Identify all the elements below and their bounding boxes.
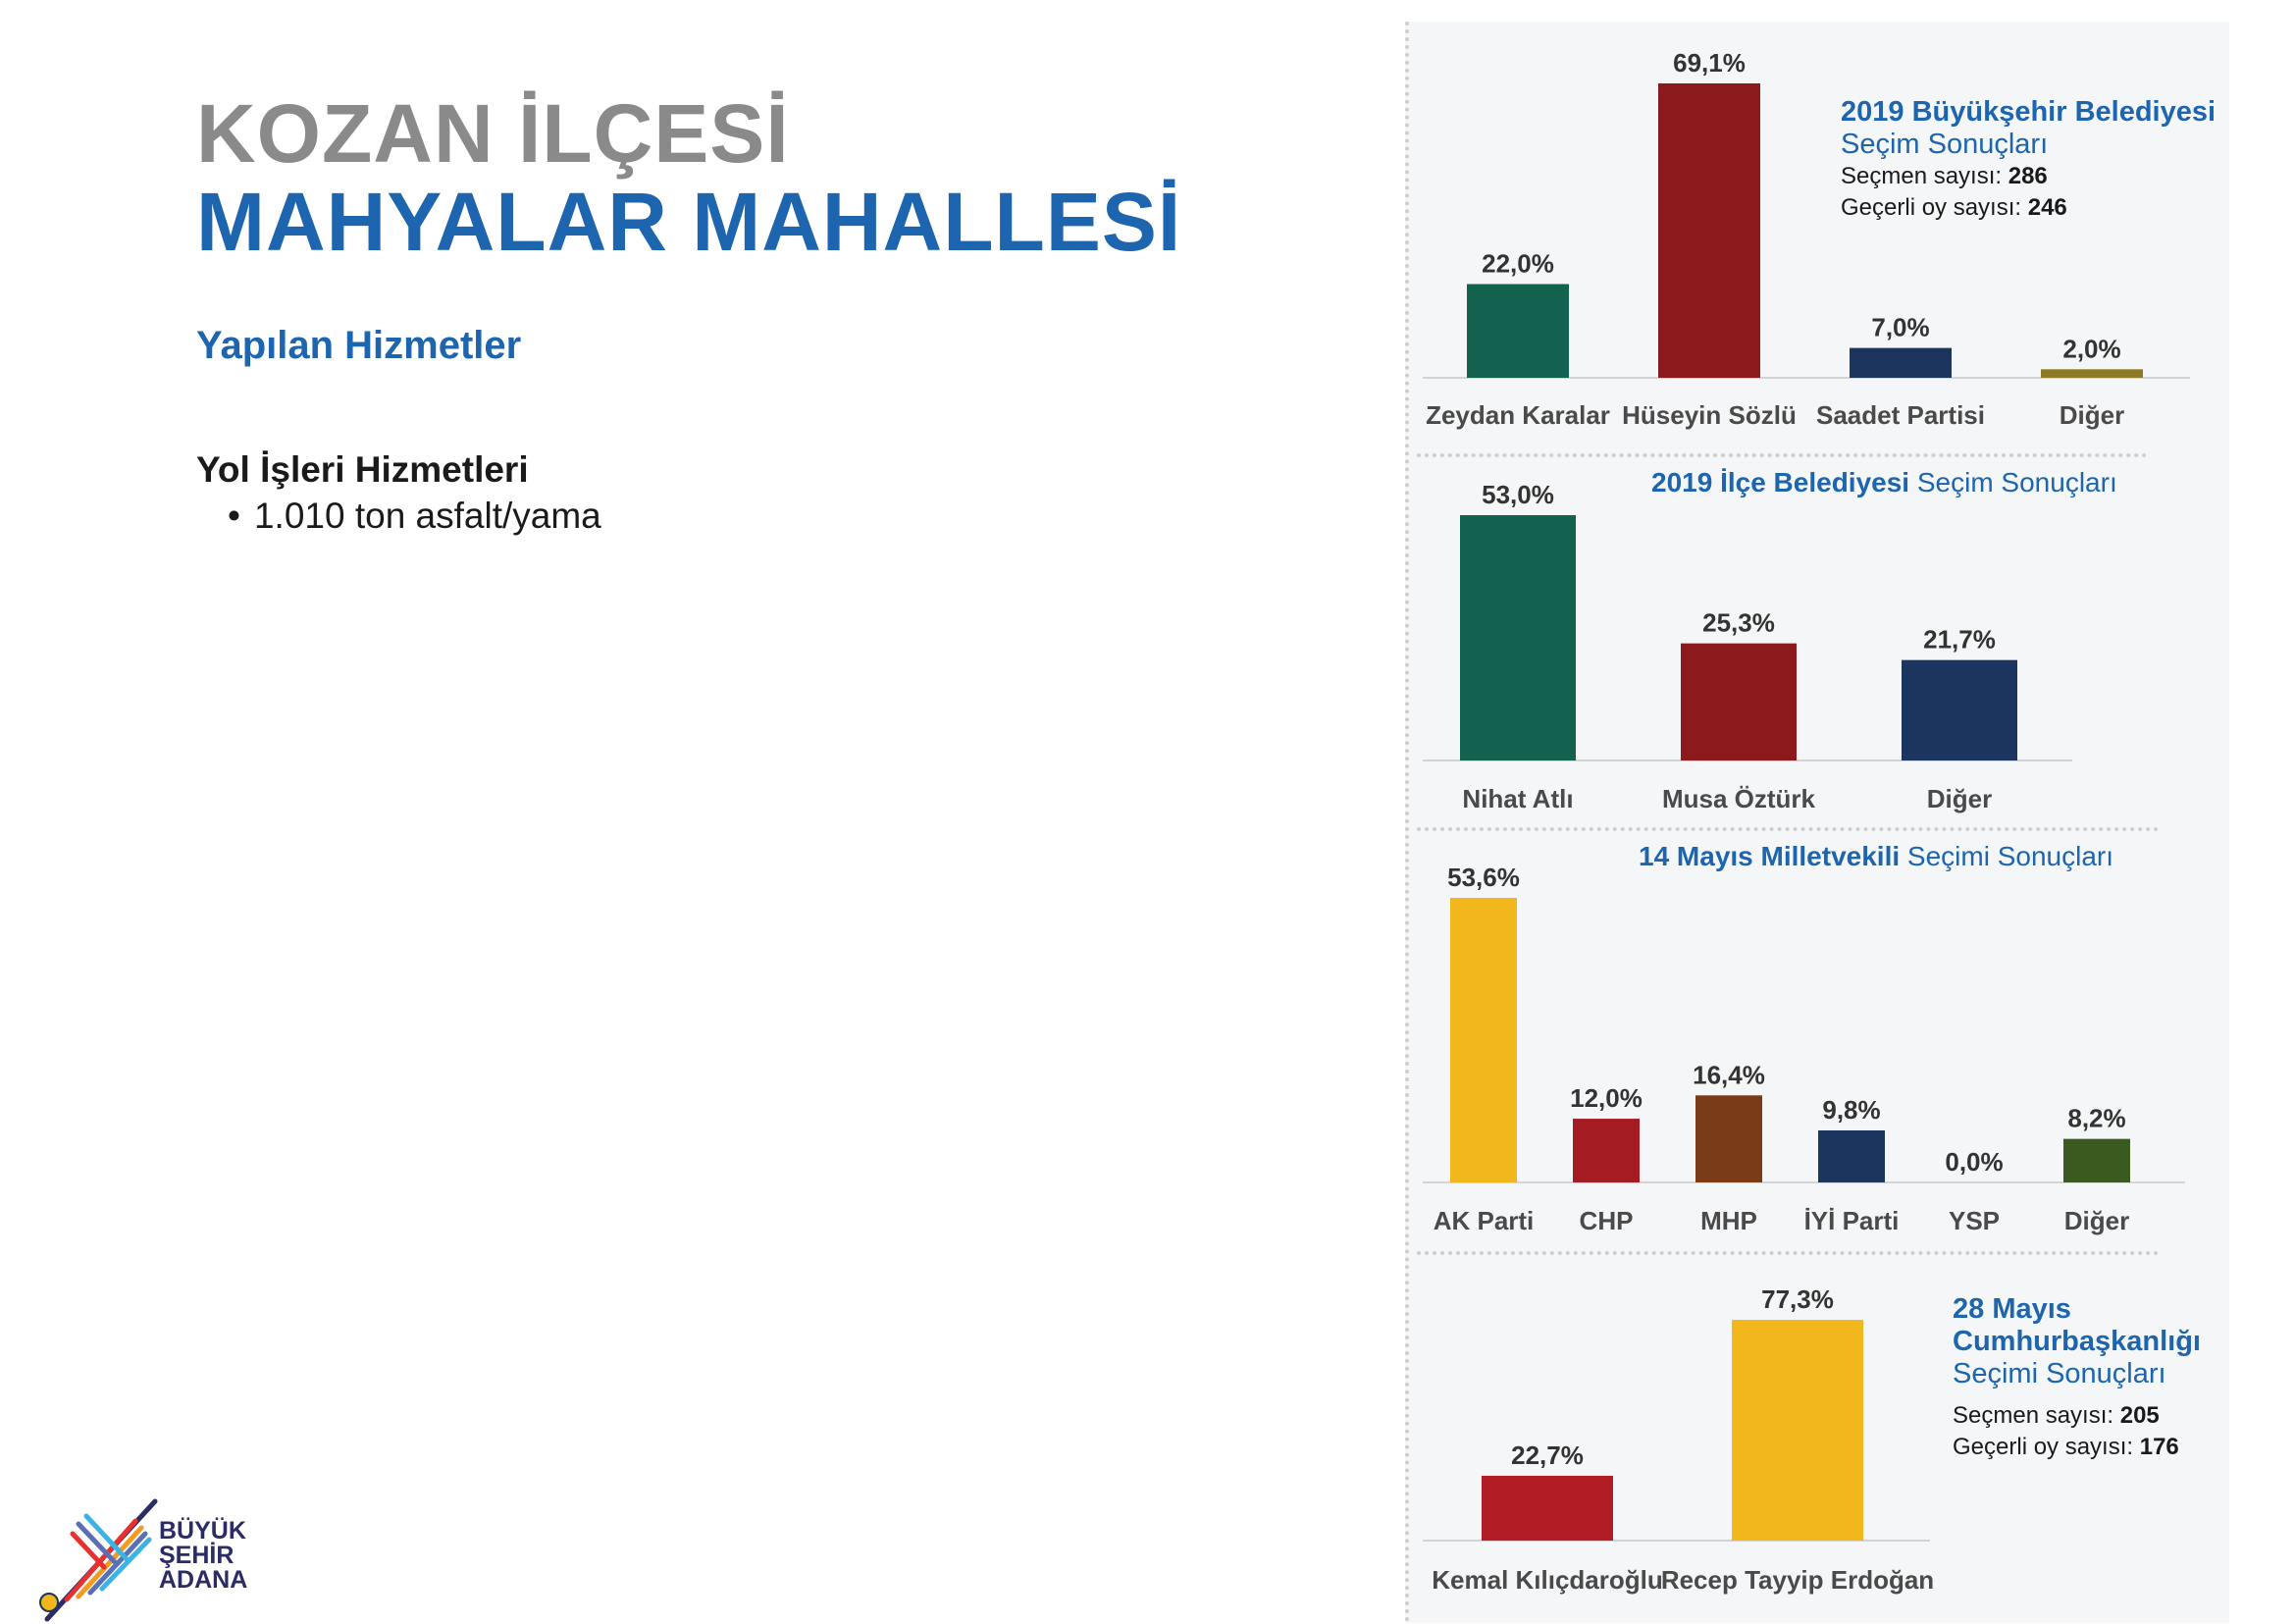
data-label: 22,0% xyxy=(1482,248,1554,278)
category-label: Diğer xyxy=(2060,400,2124,430)
data-label: 12,0% xyxy=(1570,1083,1643,1113)
chart-district-2019-svg: 53,0% Nihat Atlı 25,3% Musa Öztürk 21,7% Diğe… xyxy=(1423,480,2072,813)
category-label: Zeydan Karalar xyxy=(1426,400,1610,430)
bar xyxy=(1902,659,2017,760)
info-presidential-may28: 28 Mayıs Cumhurbaşkanlığı Seçimi Sonuçla… xyxy=(1953,1293,2201,1463)
valid-vote-count: Geçerli oy sayısı: 176 xyxy=(1953,1434,2179,1460)
buyuksehir-adana-logo xyxy=(39,1498,158,1622)
category-label: YSP xyxy=(1949,1206,2000,1235)
services-list-item: 1.010 ton asfalt/yama xyxy=(228,496,601,537)
info-subtitle: Seçimi Sonuçları xyxy=(1953,1358,2166,1389)
info-district-2019: 2019 İlçe Belediyesi Seçim Sonuçları xyxy=(1651,467,2117,498)
data-label: 9,8% xyxy=(1822,1095,1880,1125)
bar xyxy=(1460,515,1576,760)
separator xyxy=(1417,1251,2159,1255)
category-label: Diğer xyxy=(1927,784,1992,813)
category-label: İYİ Parti xyxy=(1804,1206,1900,1235)
category-label: CHP xyxy=(1580,1206,1634,1235)
separator xyxy=(1417,827,2159,831)
logo-text: BÜYÜK ŞEHİR ADANA xyxy=(159,1517,248,1594)
bar xyxy=(1450,898,1517,1182)
category-label: Hüseyin Sözlü xyxy=(1622,400,1797,430)
data-label: 69,1% xyxy=(1673,48,1746,78)
data-label: 8,2% xyxy=(2067,1104,2125,1133)
info-title: 28 Mayıs xyxy=(1953,1293,2071,1325)
neighborhood-title: MAHYALAR MAHALLESİ xyxy=(196,176,1182,268)
valid-vote-count: Geçerli oy sayısı: 246 xyxy=(1841,194,2067,221)
data-label: 77,3% xyxy=(1761,1284,1834,1314)
data-label: 7,0% xyxy=(1871,313,1929,342)
bar xyxy=(1850,347,1952,378)
category-label: Diğer xyxy=(2064,1206,2129,1235)
bar xyxy=(1818,1129,1885,1182)
data-label: 53,0% xyxy=(1482,480,1554,509)
bar xyxy=(1732,1320,1863,1541)
separator xyxy=(1417,453,2147,457)
voter-count: Seçmen sayısı: 205 xyxy=(1953,1402,2160,1429)
bar xyxy=(2063,1138,2130,1182)
chart-parliament-may14: 53,6% AK Parti 12,0% CHP 16,4% MHP 9,8% İYİ Par… xyxy=(1405,834,2225,1246)
chart-metropolitan-2019-svg: 22,0% Zeydan Karalar 69,1% Hüseyin Sözlü 7,0… xyxy=(1423,48,2190,430)
category-label: Recep Tayyip Erdoğan xyxy=(1661,1565,1934,1595)
services-subheading: Yol İşleri Hizmetleri xyxy=(196,449,529,490)
district-title: KOZAN İLÇESİ xyxy=(196,87,790,180)
chart-district-2019: 53,0% Nihat Atlı 25,3% Musa Öztürk 21,7% Diğe… xyxy=(1405,461,2225,824)
chart-presidential-may28-svg: 22,7% Kemal Kılıçdaroğlu 77,3% Recep Tayyip… xyxy=(1423,1284,1934,1595)
services-list: 1.010 ton asfalt/yama xyxy=(228,496,601,537)
data-label: 2,0% xyxy=(2062,334,2120,363)
data-label: 21,7% xyxy=(1923,625,1996,655)
info-title: 2019 Büyükşehir Belediyesi xyxy=(1841,96,2217,128)
category-label: Nihat Atlı xyxy=(1462,784,1573,813)
data-label: 0,0% xyxy=(1945,1147,2003,1177)
bar xyxy=(1658,83,1760,378)
bar xyxy=(1573,1119,1640,1182)
data-label: 22,7% xyxy=(1511,1441,1584,1470)
category-label: Kemal Kılıçdaroğlu xyxy=(1432,1565,1663,1595)
data-label: 25,3% xyxy=(1702,608,1775,638)
info-subtitle: Seçim Sonuçları xyxy=(1841,129,2049,160)
chart-metropolitan-2019: 22,0% Zeydan Karalar 69,1% Hüseyin Sözlü 7,0… xyxy=(1405,39,2225,451)
bar xyxy=(1681,643,1797,760)
bar xyxy=(1695,1095,1762,1182)
category-label: AK Parti xyxy=(1434,1206,1535,1235)
data-label: 53,6% xyxy=(1447,863,1520,892)
bar xyxy=(1482,1475,1613,1541)
bar xyxy=(2041,369,2143,378)
data-label: 16,4% xyxy=(1693,1060,1765,1089)
category-label: Musa Öztürk xyxy=(1662,784,1816,813)
category-label: MHP xyxy=(1700,1206,1757,1235)
chart-parliament-may14-svg: 53,6% AK Parti 12,0% CHP 16,4% MHP 9,8% İYİ Par… xyxy=(1423,863,2185,1235)
voter-count: Seçmen sayısı: 286 xyxy=(1841,163,2048,189)
info-parliament-may14: 14 Mayıs Milletvekili Seçimi Sonuçları xyxy=(1639,841,2114,871)
services-heading: Yapılan Hizmetler xyxy=(196,324,522,367)
bar xyxy=(1467,284,1569,378)
info-metropolitan-2019: 2019 Büyükşehir Belediyesi Seçim Sonuçla… xyxy=(1841,96,2216,224)
info-title: Cumhurbaşkanlığı xyxy=(1953,1326,2201,1357)
category-label: Saadet Partisi xyxy=(1816,400,1985,430)
chart-presidential-may28: 22,7% Kemal Kılıçdaroğlu 77,3% Recep Tayyip… xyxy=(1405,1258,2225,1623)
